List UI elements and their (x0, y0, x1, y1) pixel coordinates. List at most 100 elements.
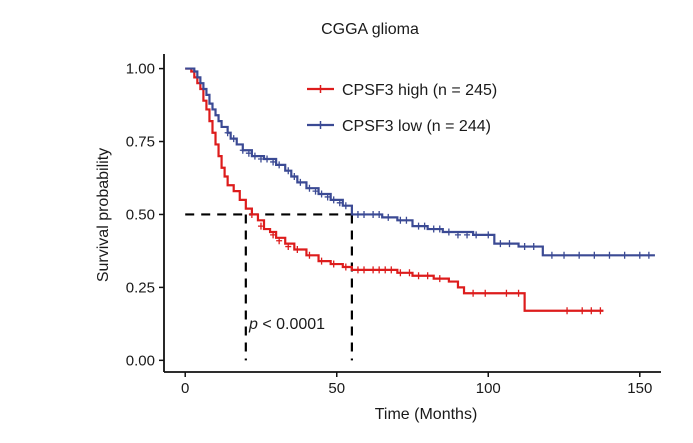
censor-mark (397, 216, 404, 224)
y-tick-label: 0.25 (126, 279, 155, 296)
censor-mark (576, 251, 583, 259)
y-axis-title: Survival probability (95, 148, 112, 282)
censor-mark (318, 190, 325, 198)
censor-mark (385, 213, 392, 221)
censor-mark (564, 307, 571, 315)
legend-censor-mark (317, 121, 324, 129)
censor-mark (248, 210, 255, 218)
x-axis-title: Time (Months) (375, 406, 478, 423)
censor-mark (530, 243, 537, 251)
censor-mark (318, 257, 325, 265)
censor-mark (354, 210, 361, 218)
censor-mark (224, 129, 231, 137)
survival-curve (185, 67, 655, 257)
series-2 (185, 67, 655, 259)
censor-mark (485, 231, 492, 239)
censor-mark (336, 199, 343, 207)
censor-mark (264, 155, 271, 163)
censor-mark (370, 210, 377, 218)
censor-mark (482, 289, 489, 297)
censor-mark (473, 231, 480, 239)
x-tick-label: 50 (328, 380, 345, 397)
censor-mark (436, 275, 443, 283)
censor-mark (415, 222, 422, 230)
censor-mark (330, 260, 337, 268)
p-value-text: < 0.0001 (258, 316, 325, 333)
censor-mark (436, 225, 443, 233)
censor-mark (521, 243, 528, 251)
censor-mark (257, 155, 264, 163)
series-1 (185, 67, 604, 315)
censor-mark (361, 210, 368, 218)
censor-mark (306, 184, 313, 192)
censor-mark (621, 251, 628, 259)
censor-mark (597, 307, 604, 315)
censor-mark (291, 173, 298, 181)
censor-mark (342, 202, 349, 210)
censor-mark (376, 210, 383, 218)
censor-mark (285, 243, 292, 251)
censor-mark (239, 146, 246, 154)
x-tick-label: 0 (181, 380, 189, 397)
censor-mark (606, 251, 613, 259)
censor-mark (382, 266, 389, 274)
x-tick-label: 100 (476, 380, 501, 397)
censor-mark (285, 167, 292, 175)
y-tick-label: 1.00 (126, 61, 155, 78)
censor-mark (548, 251, 555, 259)
censor-mark (330, 196, 337, 204)
censor-mark (464, 231, 471, 239)
plot-area: 0.00 0.25 0.50 0.75 1.00 0 50 100 150 CPSF3 high … (126, 54, 661, 397)
censor-mark (515, 289, 522, 297)
censor-mark (361, 266, 368, 274)
censor-mark (497, 240, 504, 248)
p-value-annotation: p < 0.0001 (248, 316, 325, 333)
censor-mark (306, 251, 313, 259)
censor-mark (270, 158, 277, 166)
censor-mark (342, 263, 349, 271)
censor-mark (424, 272, 431, 280)
censor-mark (645, 251, 652, 259)
censor-mark (421, 222, 428, 230)
x-tick-label: 150 (627, 380, 652, 397)
censor-mark (470, 289, 477, 297)
censor-mark (297, 178, 304, 186)
legend-label: CPSF3 high (n = 245) (342, 82, 497, 99)
censor-mark (591, 251, 598, 259)
censor-mark (503, 289, 510, 297)
legend-censor-mark (317, 85, 324, 93)
censor-mark (245, 149, 252, 157)
censor-mark (579, 307, 586, 315)
censor-mark (276, 237, 283, 245)
censor-mark (406, 269, 413, 277)
y-tick-label: 0.00 (126, 352, 155, 369)
censor-mark (312, 187, 319, 195)
chart-title: CGGA glioma (321, 21, 419, 38)
censor-mark (230, 135, 237, 143)
censor-mark (388, 266, 395, 274)
censor-mark (397, 269, 404, 277)
censor-mark (415, 272, 422, 280)
censor-mark (376, 266, 383, 274)
legend-label: CPSF3 low (n = 244) (342, 118, 491, 135)
censor-mark (276, 161, 283, 169)
censor-mark (324, 193, 331, 201)
censor-mark (354, 266, 361, 274)
y-tick-label: 0.50 (126, 206, 155, 223)
censor-mark (370, 266, 377, 274)
censor-mark (270, 231, 277, 239)
y-tick-label: 0.75 (126, 134, 155, 151)
survival-curve (185, 67, 604, 312)
censor-mark (588, 307, 595, 315)
p-value-prefix: p (248, 316, 258, 333)
legend-item: CPSF3 low (n = 244) (307, 118, 491, 135)
legend-item: CPSF3 high (n = 245) (307, 82, 497, 99)
censor-mark (251, 152, 258, 160)
censor-mark (294, 245, 301, 253)
censor-mark (445, 228, 452, 236)
censor-mark (636, 251, 643, 259)
censor-mark (403, 216, 410, 224)
censor-mark (506, 240, 513, 248)
censor-mark (430, 225, 437, 233)
